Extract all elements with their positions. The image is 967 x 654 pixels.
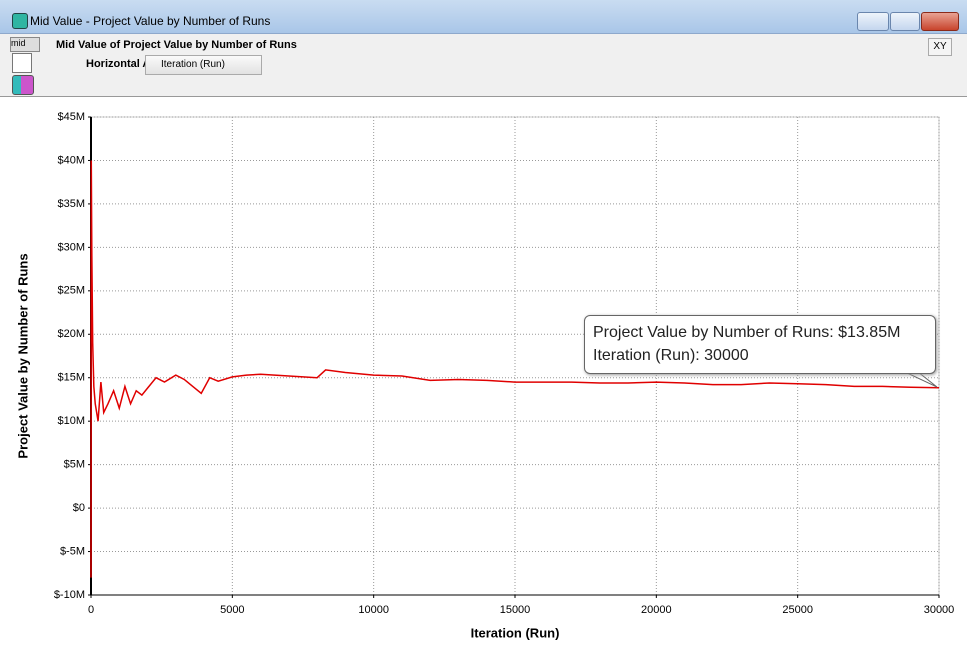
y-tick-label: $0 bbox=[73, 502, 85, 514]
y-tick-label: $35M bbox=[57, 198, 85, 210]
axis-selector[interactable]: Iteration (Run) bbox=[145, 55, 262, 75]
y-tick-label: $5M bbox=[64, 459, 85, 471]
y-axis-label: Project Value by Number of Runs bbox=[15, 253, 30, 458]
x-tick-label: 25000 bbox=[782, 604, 813, 616]
y-tick-label: $40M bbox=[57, 154, 85, 166]
x-axis-label: Iteration (Run) bbox=[471, 625, 560, 640]
minimize-button[interactable] bbox=[857, 12, 889, 31]
window-title: Mid Value - Project Value by Number of R… bbox=[30, 14, 271, 28]
y-tick-label: $25M bbox=[57, 285, 85, 297]
y-tick-label: $-10M bbox=[54, 589, 85, 601]
mid-button[interactable]: mid bbox=[10, 37, 40, 52]
close-button[interactable] bbox=[921, 12, 959, 31]
chart-heading: Mid Value of Project Value by Number of … bbox=[56, 39, 297, 51]
y-tick-label: $15M bbox=[57, 372, 85, 384]
xy-button[interactable]: XY bbox=[928, 38, 952, 56]
x-tick-label: 0 bbox=[88, 604, 94, 616]
table-view-button[interactable] bbox=[12, 53, 32, 73]
y-tick-label: $20M bbox=[57, 328, 85, 340]
tooltip: Project Value by Number of Runs: $13.85M… bbox=[584, 315, 936, 374]
y-tick-label: $30M bbox=[57, 241, 85, 253]
axis-selector-value: Iteration (Run) bbox=[161, 59, 225, 70]
x-tick-label: 15000 bbox=[500, 604, 531, 616]
data-line bbox=[90, 160, 940, 578]
tooltip-line: Iteration (Run): 30000 bbox=[593, 347, 749, 364]
tooltip-pointer bbox=[904, 371, 938, 388]
x-tick-label: 30000 bbox=[924, 604, 955, 616]
y-tick-label: $10M bbox=[57, 415, 85, 427]
x-tick-label: 10000 bbox=[358, 604, 389, 616]
app-icon bbox=[12, 13, 28, 29]
graph-view-button[interactable] bbox=[12, 75, 34, 95]
maximize-button[interactable] bbox=[890, 12, 920, 31]
y-tick-label: $-5M bbox=[60, 545, 85, 557]
x-tick-label: 20000 bbox=[641, 604, 672, 616]
y-tick-label: $45M bbox=[57, 111, 85, 123]
x-tick-label: 5000 bbox=[220, 604, 244, 616]
tooltip-line: Project Value by Number of Runs: $13.85M bbox=[593, 324, 901, 341]
title-bar bbox=[0, 0, 967, 34]
